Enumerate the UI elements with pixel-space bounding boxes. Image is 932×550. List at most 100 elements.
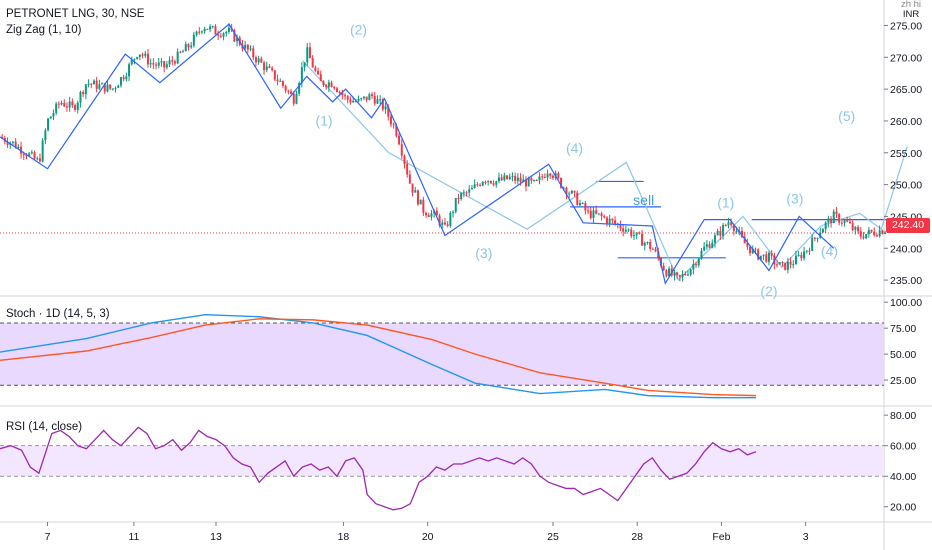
candle-body bbox=[281, 81, 284, 86]
candle-body bbox=[824, 222, 827, 230]
wave-label: (5) bbox=[838, 108, 855, 124]
candle-body bbox=[665, 270, 668, 277]
candle-body bbox=[600, 213, 603, 217]
candle-body bbox=[187, 44, 190, 48]
price-tick-label: 270.00 bbox=[890, 52, 922, 64]
horizontal-levels bbox=[570, 180, 899, 259]
candle-body bbox=[28, 153, 31, 157]
candle-body bbox=[330, 82, 333, 87]
candle-body bbox=[65, 106, 68, 108]
stoch-tick-label: 25.00 bbox=[890, 375, 916, 387]
candle-body bbox=[781, 262, 784, 264]
sell-annotation: sell bbox=[633, 192, 654, 208]
candle-body bbox=[859, 231, 862, 237]
candle-body bbox=[460, 193, 463, 199]
rsi-line bbox=[0, 426, 757, 511]
candle-body bbox=[254, 57, 257, 63]
zigzag-line bbox=[0, 23, 835, 285]
candle-body bbox=[873, 231, 876, 236]
candle-body bbox=[111, 88, 114, 90]
candle-body bbox=[632, 235, 635, 237]
candle-body bbox=[867, 229, 870, 235]
candle-body bbox=[727, 222, 730, 226]
candle-body bbox=[168, 60, 171, 65]
candle-body bbox=[884, 232, 887, 234]
candle-body bbox=[430, 213, 433, 217]
candle-body bbox=[776, 264, 779, 266]
candle-body bbox=[835, 211, 838, 215]
candle-body bbox=[308, 47, 311, 59]
candle-body bbox=[357, 98, 360, 102]
candle-body bbox=[576, 192, 579, 206]
candle-body bbox=[352, 100, 355, 103]
candle-body bbox=[338, 92, 341, 94]
stoch-k-line bbox=[0, 313, 756, 399]
candle-body bbox=[406, 163, 409, 175]
candle-body bbox=[703, 246, 706, 251]
candle-body bbox=[419, 199, 422, 205]
candle-body bbox=[314, 67, 317, 71]
candle-body bbox=[203, 28, 206, 32]
candle-body bbox=[400, 144, 403, 156]
candle-body bbox=[676, 272, 679, 276]
candle-body bbox=[141, 54, 144, 56]
candle-body bbox=[473, 184, 476, 189]
candle-body bbox=[303, 62, 306, 68]
candle-body bbox=[435, 210, 438, 216]
candle-body bbox=[179, 51, 182, 53]
candle-body bbox=[535, 179, 538, 181]
candle-body bbox=[146, 53, 149, 65]
candle-body bbox=[219, 35, 222, 37]
candle-body bbox=[198, 31, 201, 33]
rsi-line-path bbox=[0, 426, 757, 511]
candle-body bbox=[76, 102, 79, 110]
candle-body bbox=[84, 84, 87, 95]
candle-body bbox=[805, 250, 808, 252]
currency-label[interactable]: zh hi INR bbox=[896, 0, 926, 20]
candle-body bbox=[821, 229, 824, 233]
stoch-band bbox=[0, 322, 884, 386]
candle-body bbox=[449, 212, 452, 226]
wave-label: (1) bbox=[717, 195, 734, 211]
rsi-band bbox=[0, 445, 884, 477]
candle-body bbox=[411, 183, 414, 193]
candle-body bbox=[155, 64, 158, 66]
candle-body bbox=[11, 141, 14, 143]
candle-body bbox=[206, 28, 209, 30]
price-tick-label: 240.00 bbox=[890, 243, 922, 255]
candle-body bbox=[427, 215, 430, 217]
rsi-legend: RSI (14, close) bbox=[6, 421, 83, 433]
candle-body bbox=[816, 237, 819, 239]
candle-body bbox=[233, 29, 236, 42]
candle-body bbox=[848, 221, 851, 224]
candle-body bbox=[692, 264, 695, 270]
candle-body bbox=[109, 84, 112, 89]
candle-body bbox=[827, 218, 830, 223]
candle-body bbox=[101, 83, 104, 85]
rsi-tick-label: 60.00 bbox=[890, 441, 916, 453]
candle-body bbox=[808, 250, 811, 252]
candle-body bbox=[470, 188, 473, 190]
candle-body bbox=[765, 254, 768, 262]
candle-body bbox=[487, 180, 490, 183]
candle-body bbox=[395, 125, 398, 136]
candle-body bbox=[724, 224, 727, 226]
candle-body bbox=[492, 183, 495, 185]
stoch-tick-label: 50.00 bbox=[890, 349, 916, 361]
price-tick-label: 265.00 bbox=[890, 84, 922, 96]
currency-code: INR bbox=[902, 9, 920, 20]
candle-body bbox=[643, 242, 646, 246]
candle-body bbox=[722, 224, 725, 236]
rsi-tick-label: 40.00 bbox=[890, 471, 916, 483]
candle-body bbox=[754, 248, 757, 250]
candle-body bbox=[295, 93, 298, 104]
candle-body bbox=[533, 179, 536, 181]
candle-body bbox=[857, 227, 860, 232]
wave-label: (1) bbox=[315, 112, 332, 128]
time-tick-label: 18 bbox=[338, 531, 350, 543]
candle-body bbox=[541, 176, 544, 178]
candle-body bbox=[276, 79, 279, 82]
candle-body bbox=[163, 61, 166, 68]
candle-body bbox=[398, 135, 401, 145]
